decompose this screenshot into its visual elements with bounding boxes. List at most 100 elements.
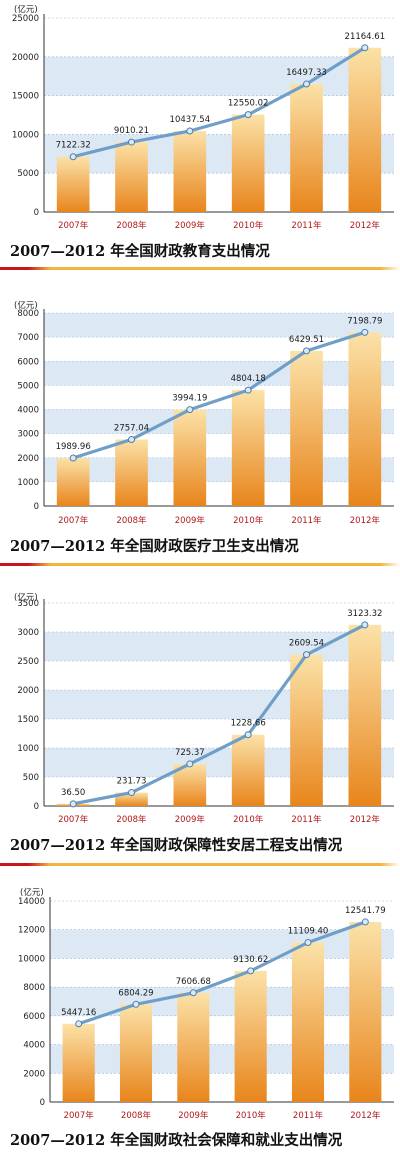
y-tick-label: 0	[34, 208, 39, 218]
category-label: 2010年	[233, 814, 264, 825]
separator-line	[0, 863, 400, 866]
data-point	[75, 1020, 83, 1028]
chart-title: 2007—2012 年全国财政社会保障和就业支出情况	[10, 1132, 343, 1149]
data-point	[69, 800, 77, 808]
grid-band	[50, 987, 394, 1016]
bar	[115, 439, 148, 506]
grid-band	[44, 313, 394, 338]
data-point	[247, 967, 255, 975]
value-label: 6804.29	[118, 988, 153, 998]
y-tick-label: 15000	[12, 92, 39, 102]
bar	[231, 734, 265, 806]
y-tick-label: 0	[34, 502, 39, 512]
bar	[56, 156, 90, 212]
bar	[119, 1004, 153, 1102]
value-label: 231.73	[117, 777, 147, 787]
bar	[291, 942, 325, 1102]
value-label: 5447.16	[61, 1008, 96, 1018]
grid-band	[44, 361, 394, 386]
y-tick-label: 20000	[12, 53, 39, 63]
bar	[56, 457, 90, 506]
bar	[62, 1023, 95, 1102]
y-tick-label: 1000	[17, 744, 39, 754]
y-tick-label: 2000	[23, 1069, 45, 1079]
y-tick-label: 6000	[23, 1012, 45, 1022]
y-tick-label: 3500	[17, 599, 39, 609]
unit-label: (亿元)	[14, 592, 38, 603]
category-label: 2009年	[175, 814, 206, 825]
education-chart: 0 5000 10000 15000 20000 25000(亿元) 7122.32 9010…	[12, 4, 394, 231]
category-label: 2008年	[116, 220, 147, 231]
data-point	[304, 939, 312, 947]
data-point	[244, 731, 252, 739]
y-tick-label: 3000	[17, 430, 39, 440]
bar	[290, 83, 323, 213]
bar	[231, 390, 265, 506]
data-point	[128, 435, 135, 443]
value-label: 10437.54	[170, 115, 211, 125]
category-label: 2007年	[58, 814, 89, 825]
y-tick-label: 1500	[17, 715, 39, 725]
separator-line	[0, 267, 400, 270]
trend-line	[72, 46, 366, 159]
grid-band	[44, 134, 394, 174]
category-label: 2011年	[291, 814, 322, 825]
value-label: 11109.40	[288, 927, 329, 937]
value-label: 9130.62	[233, 955, 268, 965]
value-label: 1989.96	[56, 442, 91, 452]
data-point	[186, 127, 194, 135]
y-tick-label: 7000	[17, 333, 39, 343]
data-point	[186, 760, 194, 768]
chart-panel-social-security: 0 2000 4000 6000 8000 10000 12000 14000 (亿元) 5447…	[0, 866, 400, 1156]
data-point	[361, 328, 369, 336]
category-label: 2012年	[350, 515, 381, 526]
data-point	[244, 111, 252, 119]
trend-line	[72, 330, 366, 460]
value-label: 3994.19	[172, 394, 207, 404]
y-tick-label: 5000	[17, 381, 39, 391]
category-label: 2012年	[350, 220, 381, 231]
bar	[348, 47, 382, 212]
bar	[115, 792, 148, 806]
bar	[173, 409, 207, 506]
category-label: 2010年	[233, 220, 264, 231]
y-tick-label: 0	[34, 802, 39, 812]
data-point	[69, 153, 77, 161]
y-tick-label: 25000	[12, 14, 39, 24]
category-label: 2008年	[116, 814, 147, 825]
category-label: 2010年	[233, 515, 264, 526]
unit-label: (亿元)	[14, 300, 38, 311]
bar	[290, 654, 323, 806]
category-label: 2009年	[178, 1110, 209, 1121]
y-tick-label: 2000	[17, 454, 39, 464]
data-point	[303, 347, 310, 355]
grid-band	[44, 409, 394, 434]
value-label: 1228.66	[231, 719, 266, 729]
chart-title: 2007—2012 年全国财政医疗卫生支出情况	[10, 538, 299, 555]
y-tick-label: 500	[23, 773, 39, 783]
grid-band	[50, 1044, 394, 1074]
y-tick-label: 6000	[17, 357, 39, 367]
chart-title: 2007—2012 年全国财政保障性安居工程支出情况	[10, 837, 343, 854]
y-tick-label: 10000	[18, 954, 45, 964]
value-label: 21164.61	[345, 32, 386, 42]
housing-chart: 0 500 1000 1500 2000 2500 3000 3500(亿元) 36.50 231…	[14, 592, 394, 825]
category-label: 2011年	[291, 220, 322, 231]
data-point	[361, 621, 369, 629]
chart-panel-education: 0 5000 10000 15000 20000 25000 (亿元) 7122.32 9010…	[0, 0, 400, 280]
value-label: 36.50	[61, 788, 85, 798]
bar	[177, 992, 210, 1102]
y-tick-label: 8000	[17, 309, 39, 319]
healthcare-chart: 0 1000 2000 3000 4000 5000 6000 7000 8000(亿元) 198…	[14, 300, 394, 526]
bar	[115, 142, 148, 212]
value-label: 2609.54	[289, 639, 324, 649]
value-label: 9010.21	[114, 126, 149, 136]
bar	[234, 970, 267, 1102]
category-label: 2007年	[58, 515, 89, 526]
bar	[231, 114, 265, 212]
trend-line	[78, 920, 366, 1026]
chart-panel-housing: 0 500 1000 1500 2000 2500 3000 3500 (亿元) 36.50 231…	[0, 570, 400, 866]
y-tick-label: 1000	[17, 478, 39, 488]
value-label: 7606.68	[176, 977, 211, 987]
data-point	[303, 651, 310, 659]
